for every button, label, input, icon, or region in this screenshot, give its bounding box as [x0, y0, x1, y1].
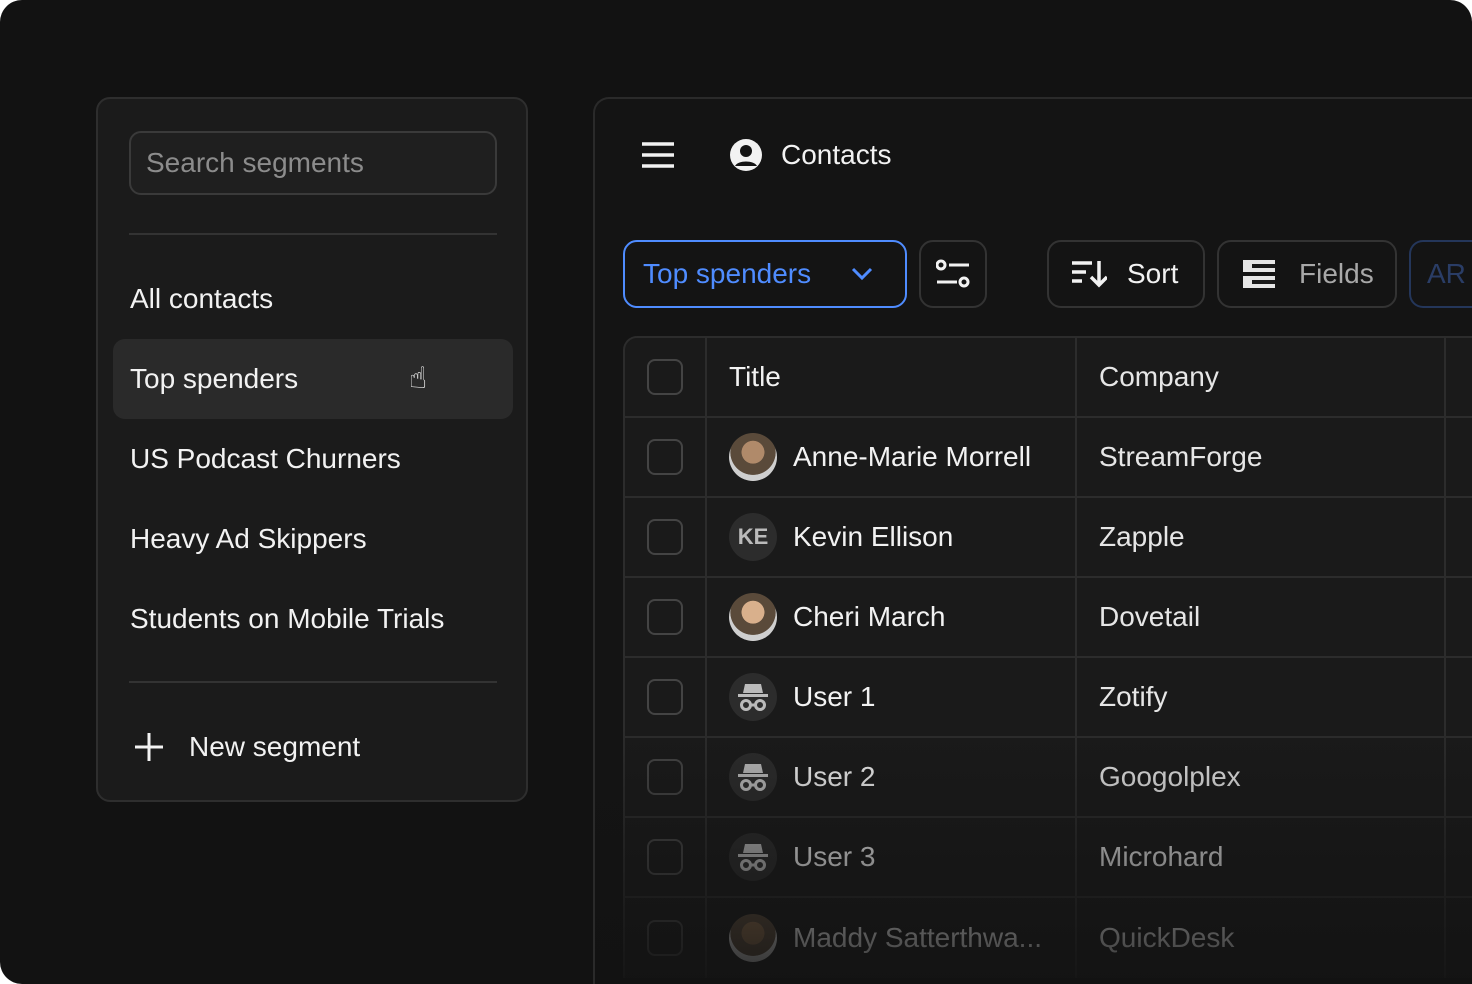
menu-icon[interactable] — [641, 141, 675, 169]
company-cell: Dovetail — [1077, 578, 1446, 656]
contact-name[interactable]: User 1 — [793, 681, 876, 712]
avatar-initials: KE — [729, 513, 777, 561]
divider — [129, 233, 497, 235]
select-all-checkbox[interactable] — [647, 359, 683, 395]
column-header-title[interactable]: Title — [707, 338, 1077, 416]
avatar-photo — [729, 593, 777, 641]
segment-top-spenders[interactable]: Top spenders ☝ — [113, 339, 513, 419]
row-checkbox[interactable] — [647, 839, 683, 875]
table-row[interactable]: User 3 Microhard — [625, 818, 1472, 898]
avatar-photo — [729, 433, 777, 481]
contact-name[interactable]: Maddy Satterthwa... — [793, 922, 1043, 953]
incognito-icon — [738, 844, 768, 871]
column-header-company[interactable]: Company — [1077, 338, 1446, 416]
segment-label: Top spenders — [130, 363, 299, 394]
avatar — [729, 833, 777, 881]
contact-name[interactable]: User 3 — [793, 841, 876, 872]
row-checkbox[interactable] — [647, 679, 683, 715]
row-checkbox[interactable] — [647, 920, 683, 956]
sort-label: Sort — [1127, 258, 1179, 289]
new-segment-button[interactable]: New segment — [133, 712, 360, 782]
avatar — [729, 753, 777, 801]
row-checkbox[interactable] — [647, 519, 683, 555]
company-cell: QuickDesk — [1077, 898, 1446, 978]
new-segment-label: New segment — [189, 731, 361, 762]
row-checkbox[interactable] — [647, 759, 683, 795]
page-title: Contacts — [781, 139, 892, 170]
divider — [129, 681, 497, 683]
table-row[interactable]: Anne-Marie Morrell StreamForge — [625, 418, 1472, 498]
table-header-row: Title Company — [625, 338, 1472, 418]
company-cell: Microhard — [1077, 818, 1446, 896]
incognito-icon — [738, 764, 768, 791]
segment-select-label: Top spenders — [643, 258, 812, 289]
contact-name[interactable]: Anne-Marie Morrell — [793, 441, 1032, 472]
segment-us-podcast-churners[interactable]: US Podcast Churners — [130, 443, 401, 474]
table-row[interactable]: Cheri March Dovetail — [625, 578, 1472, 658]
fields-button[interactable]: Fields — [1217, 240, 1397, 308]
contact-name[interactable]: User 2 — [793, 761, 876, 792]
contacts-panel: Contacts Top spenders Sort Fields AR Tit… — [593, 97, 1472, 984]
company-cell: Googolplex — [1077, 738, 1446, 816]
segment-heavy-ad-skippers[interactable]: Heavy Ad Skippers — [130, 523, 367, 554]
filter-button[interactable] — [919, 240, 987, 308]
contact-icon — [730, 139, 762, 171]
filter-icon — [936, 259, 970, 288]
incognito-icon — [738, 684, 768, 711]
chevron-down-icon — [852, 267, 873, 281]
partial-button[interactable]: AR — [1409, 240, 1472, 308]
contact-name[interactable]: Kevin Ellison — [793, 521, 954, 552]
contacts-table: Title Company Anne-Marie Morrell StreamF… — [623, 336, 1472, 978]
segments-panel: All contacts Top spenders ☝ US Podcast C… — [96, 97, 528, 802]
pointer-hand-icon: ☝ — [409, 362, 428, 395]
search-segments-input[interactable] — [129, 131, 497, 195]
table-row[interactable]: User 2 Googolplex — [625, 738, 1472, 818]
partial-button-label: AR — [1427, 258, 1466, 289]
company-cell: Zapple — [1077, 498, 1446, 576]
segment-students-mobile-trials[interactable]: Students on Mobile Trials — [130, 603, 445, 634]
company-cell: StreamForge — [1077, 418, 1446, 496]
segment-all-contacts[interactable]: All contacts — [130, 283, 274, 314]
table-row[interactable]: Maddy Satterthwa... QuickDesk — [625, 898, 1472, 978]
avatar — [729, 673, 777, 721]
company-cell: Zotify — [1077, 658, 1446, 736]
contact-name[interactable]: Cheri March — [793, 601, 946, 632]
avatar-photo — [729, 914, 777, 962]
row-checkbox[interactable] — [647, 599, 683, 635]
sort-icon — [1072, 261, 1107, 288]
fields-label: Fields — [1299, 258, 1374, 289]
plus-icon — [135, 733, 163, 761]
segment-select[interactable]: Top spenders — [623, 240, 907, 308]
sort-button[interactable]: Sort — [1047, 240, 1205, 308]
table-row[interactable]: User 1 Zotify — [625, 658, 1472, 738]
fields-icon — [1243, 260, 1275, 288]
table-row[interactable]: KE Kevin Ellison Zapple — [625, 498, 1472, 578]
row-checkbox[interactable] — [647, 439, 683, 475]
